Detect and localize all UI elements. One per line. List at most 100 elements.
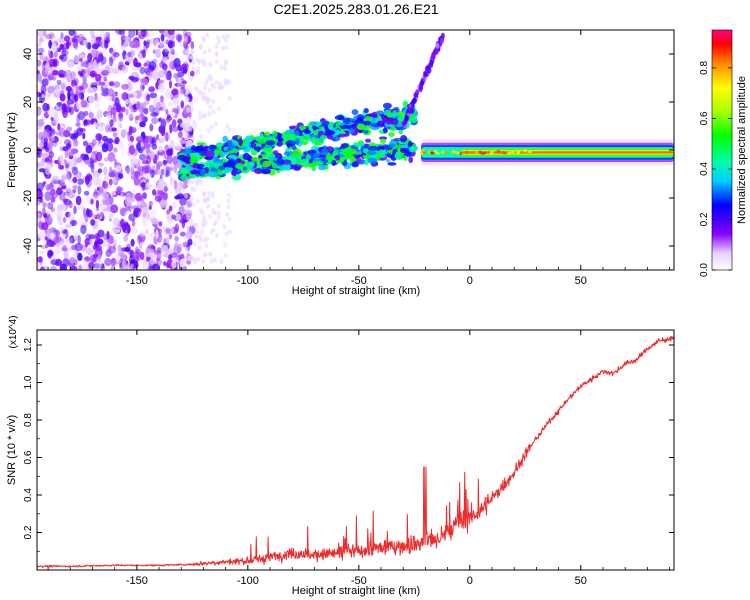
spectrogram-noise-blob bbox=[39, 266, 45, 270]
spectrogram-noise-blob bbox=[155, 48, 161, 59]
spectrogram-noise-blob bbox=[165, 166, 171, 175]
spectrogram-noise-blob bbox=[74, 54, 80, 64]
spectrogram-noise-blob bbox=[54, 159, 60, 164]
spectrogram-noise-blob bbox=[71, 219, 75, 227]
spectrogram-noise-blob bbox=[125, 93, 134, 99]
spectrogram-noise-blob bbox=[187, 178, 192, 184]
spectrogram-noise-blob bbox=[86, 42, 91, 50]
spectrogram-noise-blob bbox=[215, 59, 220, 65]
spectrogram-noise-blob bbox=[49, 151, 54, 159]
spectrogram-noise-blob bbox=[154, 250, 162, 255]
spectrogram-noise-blob bbox=[173, 51, 179, 57]
spectrogram-band-blob bbox=[281, 159, 292, 165]
spectrogram-noise-blob bbox=[114, 158, 118, 165]
spectrogram-noise-blob bbox=[176, 181, 184, 191]
spectrogram-band-blob bbox=[204, 167, 209, 174]
spectrogram-noise-blob bbox=[97, 229, 105, 238]
spectrogram-streak-blob bbox=[404, 115, 409, 122]
spectrogram-noise-blob bbox=[157, 228, 162, 235]
spectrogram-noise-blob bbox=[204, 243, 209, 249]
spectrogram-noise-blob bbox=[90, 30, 95, 38]
spectrogram-band-blob bbox=[189, 152, 197, 158]
spectrogram-noise-blob bbox=[143, 167, 151, 174]
spectrogram-noise-blob bbox=[72, 185, 78, 190]
spectrogram-noise-blob bbox=[171, 112, 176, 117]
spectrogram-noise-blob bbox=[214, 44, 219, 50]
spectrogram-noise-blob bbox=[157, 169, 161, 175]
spectrogram-noise-blob bbox=[166, 148, 173, 156]
spectrogram-noise-blob bbox=[207, 48, 212, 54]
spectrogram-noise-blob bbox=[95, 133, 103, 141]
spectrogram-noise-blob bbox=[58, 155, 64, 166]
spectrogram-streak-blob bbox=[415, 89, 420, 96]
spectrogram-noise-blob bbox=[190, 186, 195, 192]
spectrogram-band-blob bbox=[324, 164, 329, 170]
spectrogram-noise-blob bbox=[129, 135, 134, 142]
spectrogram-noise-blob bbox=[156, 164, 161, 171]
spectrogram-noise-blob bbox=[112, 177, 118, 183]
spectrogram-noise-blob bbox=[43, 265, 49, 270]
spectrogram-noise-blob bbox=[167, 226, 175, 235]
spectrogram-band-blob bbox=[261, 168, 271, 175]
spectrogram-noise-blob bbox=[73, 231, 79, 241]
spectrogram-band-blob bbox=[388, 132, 395, 137]
spectrogram-noise-blob bbox=[103, 166, 108, 176]
spectrogram-noise-blob bbox=[121, 223, 127, 232]
spectrogram-noise-blob bbox=[50, 36, 59, 45]
spectrogram-noise-blob bbox=[131, 219, 136, 227]
spectrogram-noise-blob bbox=[165, 236, 170, 246]
spectrogram-noise-blob bbox=[59, 154, 64, 162]
spectrogram-noise-blob bbox=[44, 165, 51, 176]
spectrogram-noise-blob bbox=[120, 129, 127, 139]
spectrogram-noise-blob bbox=[165, 109, 169, 115]
spectrogram-band-blob bbox=[279, 164, 286, 169]
spectrogram-noise-blob bbox=[138, 240, 143, 250]
spectrogram-band-blob bbox=[246, 162, 255, 169]
spectrogram-noise-blob bbox=[110, 107, 117, 115]
spectrogram-steady-blob bbox=[523, 149, 528, 153]
spectrogram-noise-blob bbox=[74, 95, 78, 102]
spectrogram-noise-blob bbox=[71, 166, 77, 171]
spectrogram-noise-blob bbox=[69, 256, 76, 264]
spectrogram-band-blob bbox=[292, 135, 297, 140]
y-tick-label: 40 bbox=[22, 48, 34, 60]
spectrogram-band-blob bbox=[387, 162, 397, 166]
spectrogram-noise-blob bbox=[209, 258, 214, 264]
spectrogram-noise-blob bbox=[49, 266, 57, 270]
spectrogram-noise-blob bbox=[61, 175, 68, 181]
x-tick-label: -150 bbox=[126, 275, 148, 287]
spectrogram-noise-blob bbox=[93, 59, 97, 70]
spectrogram-noise-blob bbox=[219, 259, 224, 265]
spectrogram-noise-blob bbox=[150, 209, 158, 218]
spectrogram-noise-blob bbox=[40, 152, 49, 158]
spectrogram-band-blob bbox=[286, 164, 291, 171]
spectrogram-noise-blob bbox=[73, 205, 77, 215]
spectrogram-noise-blob bbox=[37, 42, 42, 48]
spectrogram-noise-blob bbox=[84, 159, 91, 165]
spectrogram-noise-blob bbox=[121, 65, 129, 74]
spectrogram-noise-blob bbox=[55, 86, 61, 96]
spectrogram-noise-blob bbox=[226, 204, 231, 210]
spectrogram-noise-blob bbox=[206, 203, 210, 209]
spectrogram-noise-blob bbox=[145, 173, 152, 179]
spectrogram-noise-blob bbox=[217, 84, 222, 90]
spectrogram-noise-blob bbox=[69, 133, 76, 139]
spectrogram-noise-blob bbox=[98, 81, 106, 86]
top-y-axis-label: Frequency (Hz) bbox=[6, 112, 18, 188]
spectrogram-noise-blob bbox=[97, 255, 102, 263]
spectrogram-noise-blob bbox=[213, 210, 218, 216]
spectrogram-noise-blob bbox=[66, 126, 73, 132]
spectrogram-band-blob bbox=[400, 144, 409, 149]
spectrogram-band-blob bbox=[199, 168, 207, 176]
spectrogram-band-blob bbox=[208, 144, 217, 149]
spectrogram-band-blob bbox=[304, 130, 311, 135]
spectrogram-noise-blob bbox=[106, 88, 115, 97]
spectrogram-noise-blob bbox=[77, 252, 83, 261]
spectrogram-noise-blob bbox=[153, 97, 162, 103]
spectrogram-noise-blob bbox=[201, 258, 206, 264]
spectrogram-noise-blob bbox=[165, 36, 170, 44]
spectrogram-noise-blob bbox=[60, 32, 64, 39]
spectrogram-noise-blob bbox=[109, 47, 114, 54]
spectrogram-noise-blob bbox=[99, 39, 105, 49]
